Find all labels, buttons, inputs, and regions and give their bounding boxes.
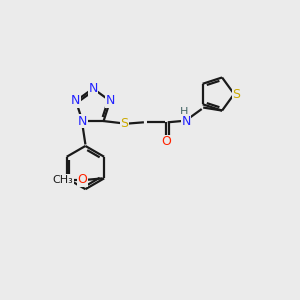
Text: S: S [232,88,241,100]
Text: N: N [78,115,87,128]
Text: N: N [88,82,98,95]
Text: O: O [78,173,88,186]
Text: H: H [180,107,189,117]
Text: N: N [181,115,191,128]
Text: N: N [105,94,115,107]
Text: O: O [161,136,171,148]
Text: CH₃: CH₃ [53,175,74,185]
Text: S: S [121,117,128,130]
Text: N: N [71,94,81,107]
